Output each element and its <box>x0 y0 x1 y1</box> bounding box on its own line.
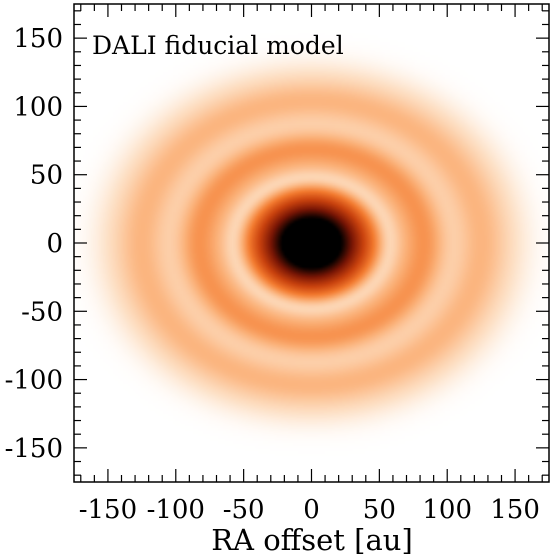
y-tick-label: 100 <box>13 92 63 122</box>
y-tick-label: 0 <box>46 229 63 259</box>
y-tick-label: -100 <box>5 366 63 396</box>
y-tick-label: 150 <box>13 24 63 54</box>
axis-ticks <box>74 4 549 482</box>
x-tick-label: -50 <box>223 495 265 525</box>
x-tick-labels: -150 -100 -50 0 50 100 150 <box>79 495 540 525</box>
model-annotation: DALI fiducial model <box>92 31 344 60</box>
y-tick-label: -50 <box>21 297 63 327</box>
x-tick-label: -150 <box>79 495 137 525</box>
x-tick-label: 150 <box>490 495 540 525</box>
x-tick-label: 0 <box>303 495 320 525</box>
x-tick-label: -100 <box>147 495 205 525</box>
y-tick-label: -150 <box>5 434 63 464</box>
emission-map <box>74 4 549 482</box>
y-tick-labels: 150 100 50 0 -50 -100 -150 <box>5 24 63 464</box>
emission-image <box>74 4 549 482</box>
y-tick-label: 50 <box>30 161 63 191</box>
x-axis-label: RA offset [au] <box>211 523 413 557</box>
x-tick-label: 50 <box>363 495 396 525</box>
x-tick-label: 100 <box>422 495 472 525</box>
